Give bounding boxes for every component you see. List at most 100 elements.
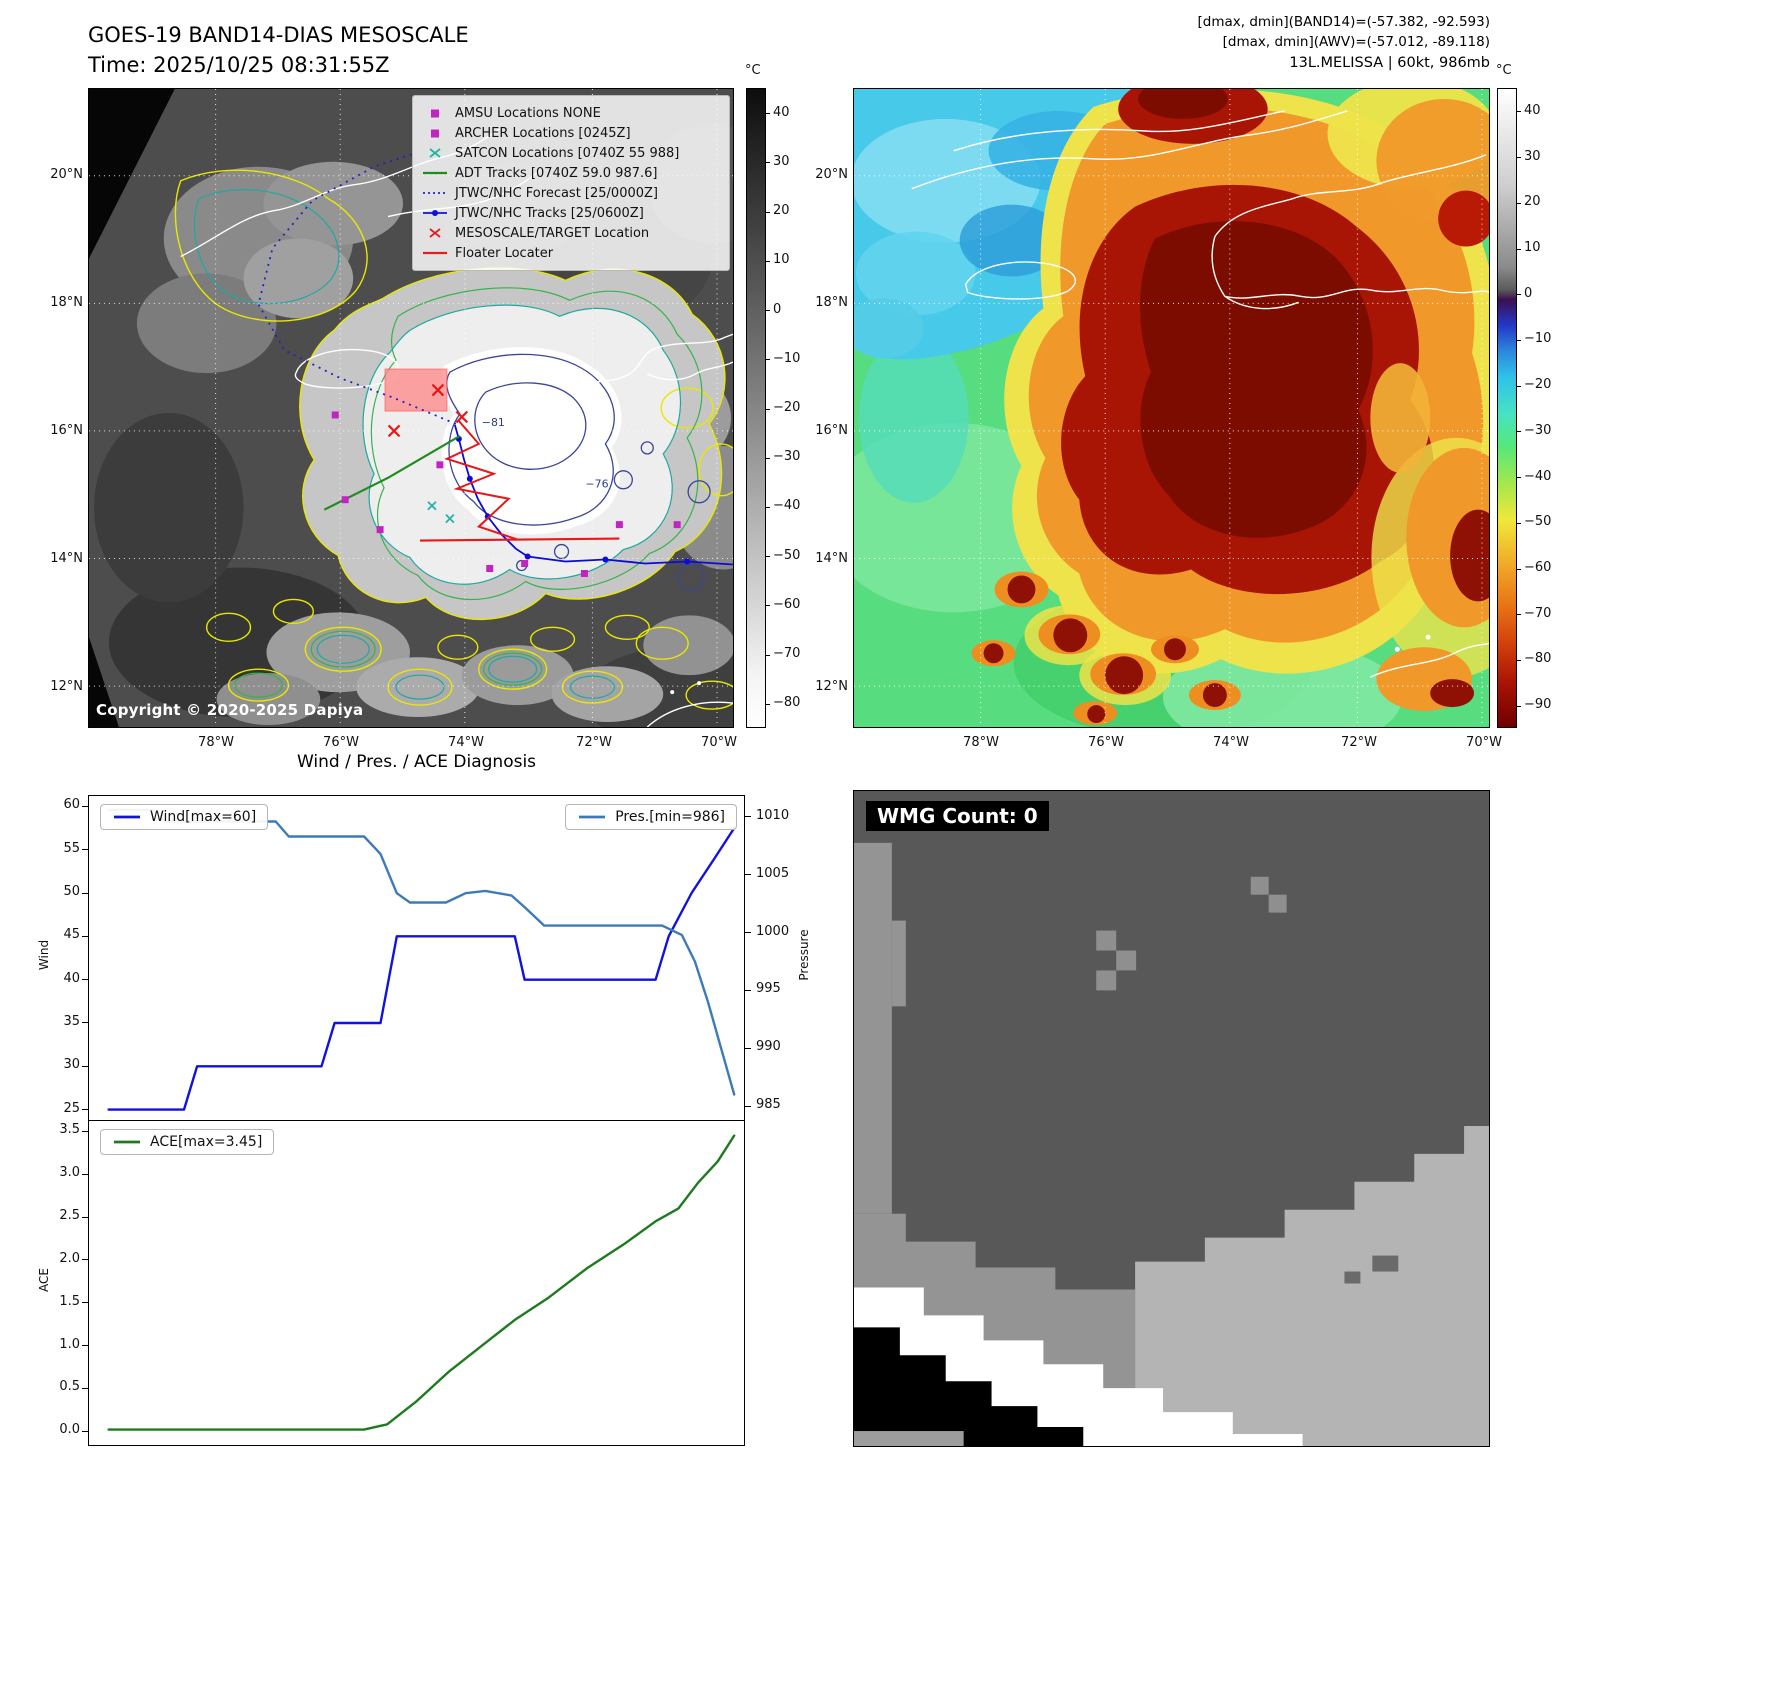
colorbar-tick-mark <box>1517 522 1521 524</box>
legend-item: JTWC/NHC Forecast [25/0000Z] <box>422 183 720 203</box>
colorbar-tick-mark <box>1517 659 1521 661</box>
panel-a-title-block: GOES-19 BAND14-DIAS MESOSCALE Time: 2025… <box>88 20 469 80</box>
wmg-black-steps <box>854 1327 1084 1446</box>
legend-item-label: SATCON Locations [0740Z 55 988] <box>455 145 680 161</box>
colorbar-tick-mark <box>1517 202 1521 204</box>
mesoscale-target-x-markers <box>387 383 469 438</box>
chart-legend: Wind[max=60] <box>100 804 269 830</box>
y-tick-label: 1.5 <box>59 1293 80 1309</box>
wind-pressure-plot <box>88 795 745 1121</box>
colorbar-tick-label: 10 <box>773 252 790 268</box>
colorbar-tick-label: −30 <box>773 449 801 465</box>
y2-tick-mark <box>745 816 751 818</box>
line-dot-marker-icon <box>423 210 447 216</box>
legend-item: AMSU Locations NONE <box>422 103 720 123</box>
colorbar-tick-label: 30 <box>1524 148 1541 164</box>
band14-colorbar: °C 40 30 20 10 0 −10 −20 −30 −40 −50 −60 −70 −80 <box>745 63 800 728</box>
storm-cloud-shield <box>299 268 725 620</box>
colorbar-tick-mark <box>1517 111 1521 113</box>
lon-tick-label: 70°W <box>701 735 737 750</box>
graticule-b <box>854 89 1489 727</box>
lon-tick-label: 76°W <box>323 735 359 750</box>
y2-tick-label: 990 <box>756 1039 781 1055</box>
lon-tick-label: 78°W <box>963 735 999 750</box>
lat-tick-label: 16°N <box>50 423 83 438</box>
awv-south-cells <box>971 571 1241 726</box>
legend-item: MESOSCALE/TARGET Location <box>422 223 720 243</box>
lat-tick-label: 12°N <box>815 679 848 694</box>
colorbar-tick-label: 0 <box>1524 285 1533 301</box>
lon-tick-label: 72°W <box>576 735 612 750</box>
colorbar-tick-label: −30 <box>1524 422 1552 438</box>
colorbar-tick-mark <box>1517 568 1521 570</box>
contour-labels: −81 −76 <box>482 416 609 491</box>
legend-item: SATCON Locations [0740Z 55 988] <box>422 143 720 163</box>
y-tick-mark <box>82 1173 88 1175</box>
colorbar-tick-label: 20 <box>1524 194 1541 210</box>
lon-tick-label: 72°W <box>1341 735 1377 750</box>
contour-label-81: −81 <box>482 416 505 429</box>
chart-legend: Pres.[min=986] <box>565 804 737 830</box>
lat-tick-label: 14°N <box>50 551 83 566</box>
chart-legend-label: Pres.[min=986] <box>615 809 725 825</box>
x-marker-icon <box>429 228 441 238</box>
y-tick-label: 2.0 <box>59 1250 80 1266</box>
colorbar-tick-mark <box>766 556 770 558</box>
lat-tick-label: 20°N <box>815 167 848 182</box>
y-axis-label: Wind <box>37 939 51 971</box>
colorbar-tick-mark <box>1517 385 1521 387</box>
lon-tick-label: 74°W <box>1213 735 1249 750</box>
storm-id-intensity: 13L.MELISSA | 60kt, 986mb <box>1289 55 1490 71</box>
colorbar-tick-label: −60 <box>1524 560 1552 575</box>
y2-tick-label: 1005 <box>756 865 790 881</box>
square-marker-icon <box>431 109 439 118</box>
y2-tick-label: 1000 <box>756 923 790 939</box>
colorbar-tick-mark <box>766 703 770 705</box>
legend-item: ARCHER Locations [0245Z] <box>422 123 720 143</box>
lon-tick-label: 76°W <box>1088 735 1124 750</box>
graticule <box>89 89 733 727</box>
y-tick-mark <box>82 1387 88 1389</box>
y-tick-mark <box>82 1259 88 1261</box>
colorbar-tick-mark <box>1517 614 1521 616</box>
contours-green <box>233 287 703 698</box>
lat-tick-label: 12°N <box>50 679 83 694</box>
wind-pressure-series <box>107 808 736 1111</box>
y2-tick-mark <box>745 989 751 991</box>
line-marker-icon <box>423 171 447 175</box>
colorbar-tick-mark <box>1517 339 1521 341</box>
awv-satellite-map: 20°N 18°N 16°N 14°N 12°N 78°W 76°W 74°W 72°W 70°W <box>815 88 1502 750</box>
y2-tick-mark <box>745 1047 751 1049</box>
panel-a-title: GOES-19 BAND14-DIAS MESOSCALE <box>88 23 469 47</box>
colorbar-tick-mark <box>766 260 770 262</box>
lat-tick-label: 18°N <box>815 295 848 310</box>
colorbar-tick-mark <box>1517 431 1521 433</box>
y-tick-mark <box>82 1130 88 1132</box>
dmax-dmin-band14: [dmax, dmin](BAND14)=(-57.382, -92.593) <box>1197 14 1490 30</box>
y-tick-mark <box>82 1022 88 1024</box>
map-legend: AMSU Locations NONE ARCHER Locations [024… <box>412 95 730 271</box>
y-tick-label: 40 <box>63 970 80 986</box>
colorbar-tick-mark <box>1517 157 1521 159</box>
colorbar-tick-label: −80 <box>773 695 801 711</box>
y-tick-mark <box>82 1065 88 1067</box>
series-pressure <box>107 808 736 1096</box>
legend-item-label: JTWC/NHC Forecast [25/0000Z] <box>455 185 658 201</box>
y-tick-label: 3.0 <box>59 1165 80 1181</box>
colorbar-tick-mark <box>766 211 770 213</box>
y2-tick-label: 985 <box>756 1097 781 1113</box>
amsu-archer-markers <box>331 411 681 577</box>
legend-item-label: AMSU Locations NONE <box>455 105 601 121</box>
wmg-light-gray-region <box>1135 1125 1489 1446</box>
square-marker-icon <box>431 129 439 138</box>
y-tick-label: 55 <box>63 840 80 856</box>
jtwc-history-track <box>454 424 733 566</box>
awv-cold-cloud-mass <box>1004 89 1489 674</box>
y-tick-label: 60 <box>63 797 80 813</box>
panel-b-header: [dmax, dmin](BAND14)=(-57.382, -92.593) … <box>940 12 1490 73</box>
y2-tick-mark <box>745 1105 751 1107</box>
y-tick-label: 50 <box>63 884 80 900</box>
lat-tick-label: 20°N <box>50 167 83 182</box>
colorbar-tick-mark <box>766 408 770 410</box>
contours-navy <box>446 353 711 592</box>
